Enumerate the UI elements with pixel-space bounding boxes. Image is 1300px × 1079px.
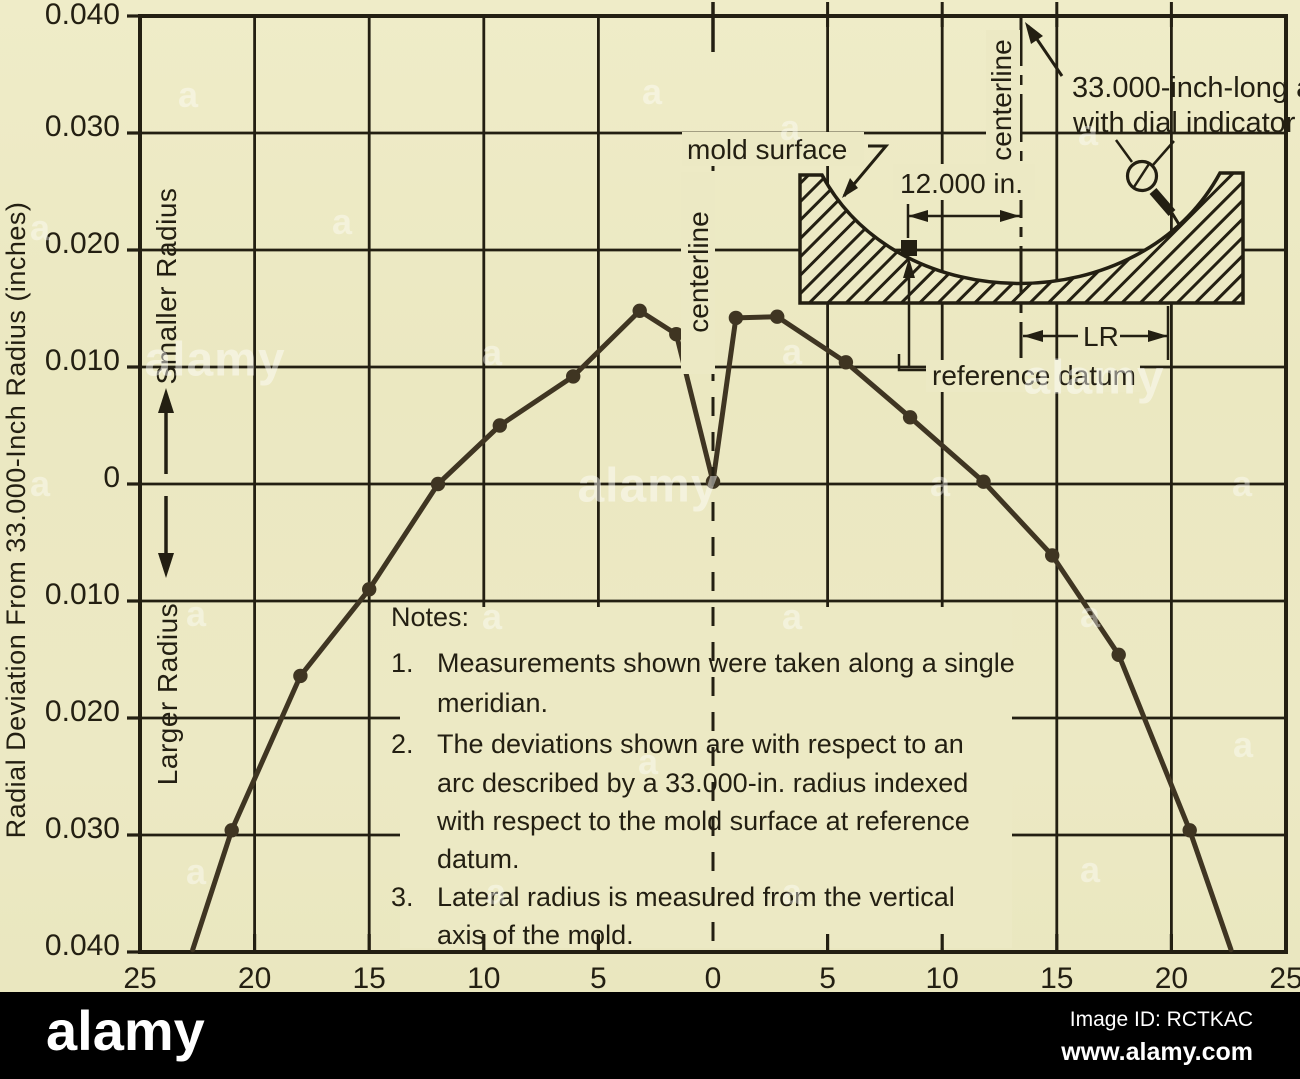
x-tick-label: 20: [1155, 962, 1188, 992]
y-tick-label: 0: [103, 461, 120, 494]
dial-leader-left: [1114, 139, 1134, 163]
data-point: [1045, 548, 1060, 563]
data-point: [1111, 647, 1126, 662]
inset-mold-diagram: centerline mold surface 33.000-inch-long…: [682, 18, 1300, 392]
x-tick-label: 0: [705, 962, 722, 992]
reference-datum-arrowhead-icon: [903, 258, 915, 278]
centerline-label-backing: [681, 172, 715, 374]
lr-label: LR: [1083, 321, 1119, 352]
axis-tick-labels: 25 20 15 10 5 0 5 10 15 20 250.0400.0300.0200.0100…: [45, 0, 1300, 995]
x-tick-label: 5: [819, 962, 836, 992]
y-tick-label: 0.040: [45, 0, 120, 31]
dimension-label: 12.000 in.: [900, 168, 1023, 199]
smaller-radius-label: Smaller Radius: [151, 188, 182, 385]
data-point: [669, 327, 684, 342]
chart-centerline: centerline: [681, 2, 715, 950]
up-arrow-icon: [158, 388, 174, 413]
data-point: [362, 582, 377, 597]
y-tick-label: 0.020: [45, 695, 120, 728]
data-point: [902, 410, 918, 425]
dimension-arrow-right-icon: [1000, 210, 1020, 222]
direction-annotations: Smaller Radius Larger Radius: [151, 188, 183, 786]
x-tick-label: 10: [467, 962, 500, 992]
mold-surface-arrowhead-icon: [842, 178, 858, 198]
arm-label-line2: with dial indicator: [1072, 107, 1296, 139]
notes-title: Notes:: [391, 602, 469, 632]
data-point: [430, 476, 446, 492]
note-line: axis of the mold.: [437, 920, 634, 950]
lr-arrow-right-icon: [1148, 330, 1168, 342]
note-line: with respect to the mold surface at refe…: [436, 806, 970, 836]
note-line: Lateral radius is measured from the vert…: [437, 882, 955, 912]
arm-label-line1: 33.000-inch-long a: [1072, 72, 1300, 104]
reference-datum-backing: [926, 360, 1140, 392]
y-tick-label: 0.040: [45, 929, 120, 962]
notes-background: [400, 607, 1012, 948]
alamy-url-text: www.alamy.com: [1061, 1038, 1253, 1066]
y-tick-label: 0.030: [45, 110, 120, 143]
mold-surface-backing: [682, 132, 864, 166]
figure-chart: Notes: 1. Measurements shown were taken …: [1, 0, 1300, 995]
dial-leader-right: [1152, 140, 1175, 166]
note-line: datum.: [437, 844, 520, 874]
data-point: [566, 369, 581, 384]
note-item-number: 2.: [391, 729, 414, 759]
chart-centerline-label: centerline: [683, 211, 714, 332]
x-tick-label: 15: [1040, 962, 1073, 992]
data-point: [976, 474, 991, 489]
x-tick-label: 10: [926, 962, 959, 992]
data-point: [728, 310, 744, 326]
note-line: arc described by a 33.000-in. radius ind…: [437, 768, 968, 798]
x-tick-label: 15: [353, 962, 386, 992]
alamy-logo: alamy: [46, 999, 205, 1062]
image-id-text: Image ID: RCTKAC: [1069, 1008, 1253, 1031]
dial-stem: [1149, 188, 1176, 216]
dimension-arrow-left-icon: [908, 210, 928, 222]
dial-contact: [1170, 212, 1182, 227]
x-tick-label: 25: [123, 962, 156, 992]
x-tick-label: 20: [238, 962, 271, 992]
data-point: [770, 309, 785, 324]
y-axis-title: Radial Deviation From 33.000-Inch Radius…: [1, 202, 31, 839]
note-line: meridian.: [437, 688, 548, 718]
reference-datum-bracket: [897, 354, 927, 372]
y-tick-label: 0.010: [45, 578, 120, 611]
data-point: [632, 303, 647, 318]
x-tick-label: 25: [1269, 962, 1300, 992]
dial-needle: [1132, 163, 1151, 188]
data-point: [1182, 823, 1197, 838]
note-line: Measurements shown were taken along a si…: [437, 648, 1015, 678]
down-arrow-icon: [158, 553, 174, 578]
mold-surface-label: mold surface: [687, 134, 847, 165]
note-item-number: 3.: [391, 882, 414, 912]
arm-arrowhead-icon: [1025, 22, 1043, 44]
mold-surface-leader: [842, 144, 890, 197]
axis-ticks: [127, 2, 1174, 954]
dimension-backing: [893, 164, 1035, 200]
reference-datum-marker: [901, 240, 917, 256]
data-point: [838, 355, 854, 370]
x-tick-label: 5: [590, 962, 607, 992]
larger-radius-label: Larger Radius: [152, 603, 183, 785]
data-point: [492, 418, 507, 433]
note-item-number: 1.: [391, 648, 414, 678]
inset-centerline-label: centerline: [986, 39, 1017, 160]
mold-outline: [798, 171, 1245, 305]
footer-bar: alamy Image ID: RCTKAC www.alamy.com: [0, 992, 1300, 1079]
lr-arrow-left-icon: [1023, 330, 1043, 342]
data-point: [293, 668, 308, 684]
data-point: [224, 823, 239, 838]
y-tick-label: 0.010: [45, 344, 120, 377]
reference-datum-label: reference datum: [932, 360, 1136, 391]
y-tick-label: 0.030: [45, 812, 120, 845]
inset-centerline-backing: [986, 30, 1020, 172]
notes-block: Notes: 1. Measurements shown were taken …: [391, 602, 1015, 950]
note-line: The deviations shown are with respect to…: [437, 729, 964, 759]
y-tick-label: 0.020: [45, 227, 120, 260]
